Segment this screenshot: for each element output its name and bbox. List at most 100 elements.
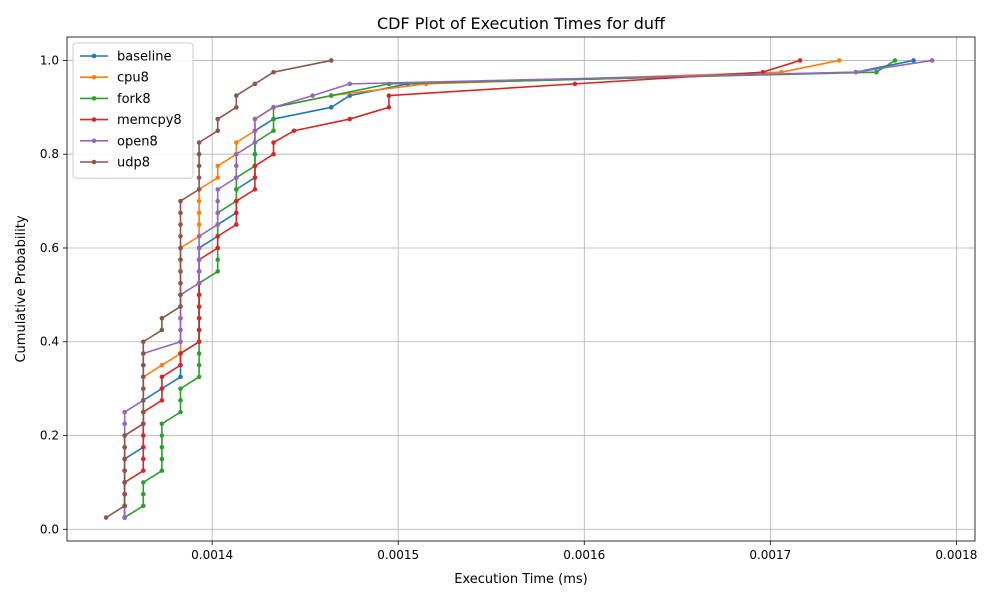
y-tick-label: 0.0	[40, 522, 59, 536]
data-point-udp8	[122, 503, 127, 509]
data-point-udp8	[140, 421, 146, 427]
legend-label: cpu8	[117, 71, 149, 86]
data-point-memcpy8	[159, 374, 165, 380]
legend-item-fork8: fork8	[80, 92, 151, 107]
data-point-fork8	[140, 491, 146, 497]
data-point-fork8	[178, 398, 183, 403]
x-tick-label: 0.0015	[377, 548, 419, 562]
legend-swatch-marker	[91, 96, 97, 101]
data-point-open8	[929, 58, 935, 63]
data-point-udp8	[159, 316, 165, 321]
data-point-udp8	[178, 198, 183, 204]
x-tick-label: 0.0016	[563, 548, 605, 562]
data-point-memcpy8	[760, 69, 766, 75]
data-point-memcpy8	[215, 245, 221, 251]
data-point-udp8	[122, 456, 127, 462]
data-point-fork8	[271, 128, 276, 134]
legend-label: memcpy8	[117, 113, 182, 128]
data-point-memcpy8	[178, 362, 183, 368]
y-axis-title: Cumulative Probability	[14, 215, 29, 362]
data-point-fork8	[215, 257, 221, 262]
y-tick-label: 0.8	[40, 147, 59, 161]
series-udp8	[103, 58, 334, 520]
data-point-udp8	[215, 128, 221, 134]
x-tick-label: 0.0018	[935, 548, 977, 562]
data-point-memcpy8	[140, 433, 146, 438]
data-point-fork8	[874, 69, 879, 75]
data-point-fork8	[252, 151, 258, 157]
data-point-udp8	[234, 93, 239, 98]
legend-swatch-marker	[91, 74, 97, 80]
data-point-udp8	[178, 222, 183, 227]
data-point-fork8	[271, 116, 276, 122]
data-point-fork8	[159, 444, 165, 450]
data-point-memcpy8	[291, 128, 297, 134]
data-point-open8	[347, 81, 353, 87]
data-point-udp8	[140, 398, 146, 403]
data-point-open8	[215, 222, 221, 227]
data-point-open8	[196, 233, 202, 239]
data-point-memcpy8	[271, 140, 276, 145]
legend-label: fork8	[117, 92, 151, 107]
legend-label: udp8	[117, 156, 150, 171]
y-tick-label: 1.0	[40, 53, 59, 67]
data-point-memcpy8	[347, 116, 353, 122]
legend-swatch-marker	[91, 138, 97, 144]
data-point-open8	[310, 93, 315, 98]
data-point-udp8	[271, 69, 276, 75]
data-point-fork8	[140, 480, 146, 485]
data-point-udp8	[178, 269, 183, 274]
data-point-cpu8	[215, 163, 221, 169]
legend-label: baseline	[117, 50, 171, 65]
data-point-memcpy8	[572, 81, 578, 87]
data-point-memcpy8	[140, 444, 146, 450]
data-point-memcpy8	[140, 456, 146, 462]
legend: baseline cpu8 fork8 memcpy8 open8 udp8	[72, 42, 194, 179]
series-line-memcpy8	[123, 59, 801, 518]
data-point-open8	[215, 187, 221, 192]
data-point-fork8	[140, 503, 146, 509]
data-point-udp8	[196, 151, 202, 157]
legend-swatch-marker	[91, 117, 97, 122]
data-point-udp8	[122, 468, 127, 473]
x-axis-title: Execution Time (ms)	[454, 572, 587, 587]
data-point-memcpy8	[386, 105, 392, 110]
data-point-fork8	[159, 468, 165, 473]
legend-item-baseline: baseline	[80, 50, 171, 65]
data-point-udp8	[178, 280, 183, 286]
data-point-open8	[252, 128, 258, 134]
y-tick-label: 0.4	[40, 335, 59, 349]
data-point-udp8	[196, 187, 202, 192]
data-point-udp8	[328, 58, 334, 63]
legend-swatch-marker	[91, 53, 97, 59]
data-point-fork8	[159, 433, 165, 438]
chart-title: CDF Plot of Execution Times for duff	[377, 14, 666, 33]
data-point-udp8	[215, 116, 221, 122]
data-point-memcpy8	[196, 327, 202, 333]
data-point-udp8	[140, 409, 146, 415]
data-point-open8	[215, 210, 221, 216]
data-point-memcpy8	[234, 222, 239, 227]
legend-swatch-marker	[91, 159, 97, 165]
legend-item-cpu8: cpu8	[80, 71, 149, 86]
data-point-memcpy8	[178, 351, 183, 356]
data-point-memcpy8	[234, 210, 239, 216]
series-layer	[103, 58, 935, 520]
data-point-open8	[122, 515, 127, 520]
legend-label: open8	[117, 134, 158, 149]
data-point-fork8	[234, 187, 239, 192]
data-point-open8	[178, 316, 183, 321]
data-point-udp8	[140, 386, 146, 391]
data-point-cpu8	[196, 222, 202, 227]
data-point-baseline	[347, 93, 353, 98]
data-point-open8	[234, 151, 239, 157]
data-point-cpu8	[159, 362, 165, 368]
data-point-cpu8	[196, 198, 202, 204]
data-point-memcpy8	[159, 386, 165, 391]
data-point-open8	[252, 140, 258, 145]
data-point-fork8	[196, 374, 202, 380]
data-point-open8	[252, 116, 258, 122]
data-point-baseline	[178, 374, 183, 380]
data-point-udp8	[178, 292, 183, 298]
